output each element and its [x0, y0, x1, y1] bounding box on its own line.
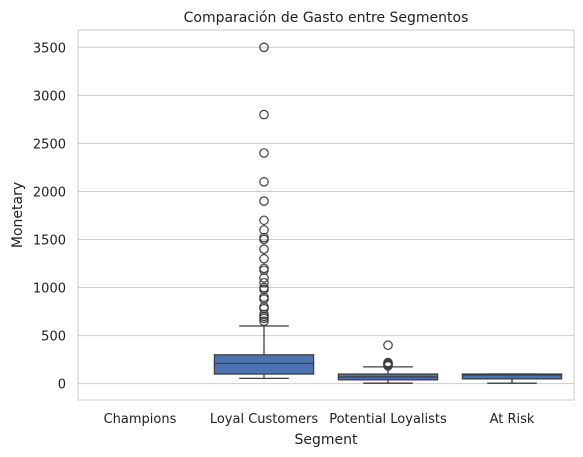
outlier-point: [383, 340, 393, 351]
x-tick-label: Champions: [104, 412, 177, 427]
outlier-point: [383, 357, 393, 368]
outlier-point: [259, 215, 269, 226]
outlier-point: [259, 263, 269, 274]
x-tick-label: At Risk: [490, 412, 535, 427]
y-tick-label: 500: [41, 330, 66, 345]
x-tick-label: Potential Loyalists: [329, 412, 447, 427]
outlier-point: [259, 244, 269, 254]
boxes: [213, 42, 563, 384]
y-tick-label: 3000: [33, 89, 66, 104]
outlier-point: [259, 177, 269, 187]
chart-title: Comparación de Gasto entre Segmentos: [184, 10, 469, 26]
box-group: [461, 373, 563, 384]
x-ticks: Champions Loyal Customers Potential Loyali…: [104, 412, 535, 427]
x-tick-label: Loyal Customers: [210, 412, 319, 427]
plot-area: [77, 29, 575, 401]
outlier-point: [259, 225, 269, 235]
outlier-point: [259, 292, 269, 302]
y-tick-label: 3500: [33, 41, 66, 56]
outlier-point: [259, 309, 269, 320]
y-tick-label: 1000: [33, 282, 66, 297]
outlier-point: [259, 316, 269, 326]
y-tick-label: 1500: [33, 234, 66, 249]
outlier-point: [259, 273, 269, 283]
box: [461, 373, 563, 380]
outlier-point: [259, 301, 269, 312]
y-tick-label: 2500: [33, 137, 66, 152]
y-tick-label: 2000: [33, 185, 66, 200]
outlier-point: [259, 282, 269, 293]
outlier-point: [259, 232, 269, 243]
y-axis-label: Monetary: [10, 182, 26, 248]
x-axis-label: Segment: [295, 432, 359, 448]
box-group: [337, 340, 439, 384]
y-tick-label: 0: [58, 378, 66, 393]
grid: [78, 46, 574, 385]
box: [213, 354, 315, 375]
outlier-point: [259, 109, 269, 120]
box-group: [213, 42, 315, 380]
outlier-point: [259, 42, 269, 53]
y-ticks: 0 500 1000 1500 2000 2500 3000 3500: [33, 41, 66, 392]
outlier-point: [259, 196, 269, 206]
outlier-point: [259, 253, 269, 264]
outlier-point: [259, 277, 269, 288]
outlier-point: [259, 148, 269, 158]
